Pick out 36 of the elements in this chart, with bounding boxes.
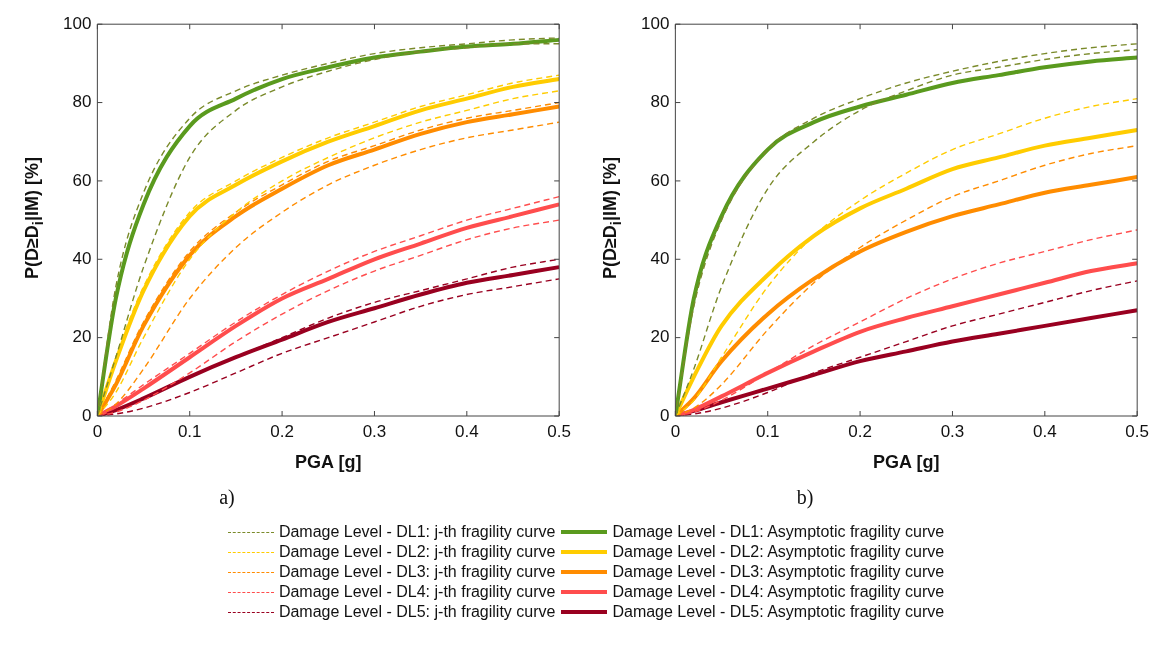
x-tick-label: 0.3: [940, 421, 965, 441]
x-tick-label: 0.4: [1033, 421, 1057, 441]
legend-label: Damage Level - DL3: Asymptotic fragility curve: [612, 563, 945, 581]
y-tick-label: 60: [650, 170, 670, 190]
legend-label: Damage Level - DL5: j-th fragility curve: [278, 603, 556, 621]
x-tick-label: 0.1: [755, 421, 780, 441]
x-tick-label: 0.1: [177, 421, 202, 441]
y-tick-label: 40: [650, 248, 670, 268]
legend-label: Damage Level - DL2: Asymptotic fragility curve: [612, 543, 945, 561]
y-tick-label: 60: [72, 170, 92, 190]
legend-label: Damage Level - DL4: Asymptotic fragility curve: [612, 583, 945, 601]
y-tick-label: 80: [650, 92, 670, 112]
y-tick-label: 100: [640, 13, 670, 33]
x-tick-label: 0.5: [1125, 421, 1149, 441]
y-tick-label: 20: [650, 327, 670, 347]
x-tick-label: 0.5: [547, 421, 571, 441]
x-axis-title: PGA [g]: [295, 452, 362, 473]
y-tick-label: 40: [72, 248, 92, 268]
x-axis-title: PGA [g]: [873, 452, 940, 473]
legend-label: Damage Level - DL4: j-th fragility curve: [278, 583, 556, 601]
x-tick-label: 0.2: [270, 421, 294, 441]
x-tick-label: 0.3: [362, 421, 387, 441]
y-tick-label: 80: [72, 92, 92, 112]
legend-label: Damage Level - DL3: j-th fragility curve: [278, 563, 556, 581]
text: a): [218, 486, 236, 509]
y-tick-label: 0: [81, 405, 92, 425]
y-tick-label: 0: [659, 405, 670, 425]
y-tick-label: 100: [62, 13, 92, 33]
x-tick-label: 0.4: [455, 421, 479, 441]
y-tick-label: 20: [72, 327, 92, 347]
legend-label: Damage Level - DL1: Asymptotic fragility curve: [612, 523, 945, 541]
x-tick-label: 0.2: [848, 421, 872, 441]
text: b): [795, 486, 815, 509]
legend-label: Damage Level - DL2: j-th fragility curve: [278, 543, 556, 561]
legend-label: Damage Level - DL5: Asymptotic fragility curve: [612, 603, 945, 621]
legend-label: Damage Level - DL1: j-th fragility curve: [278, 523, 556, 541]
